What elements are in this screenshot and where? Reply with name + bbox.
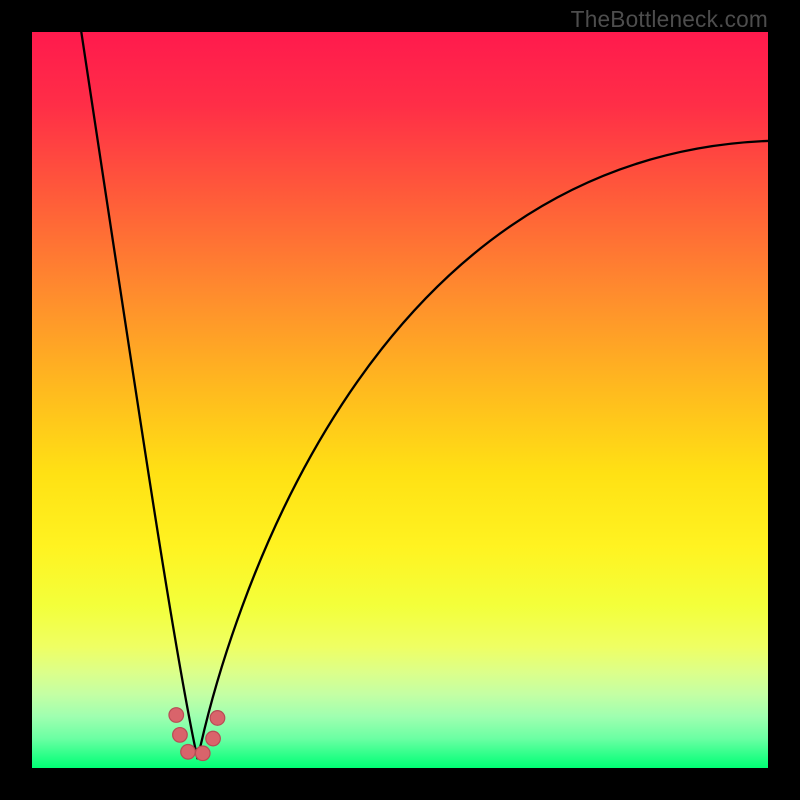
- bottleneck-curve: [32, 32, 768, 768]
- data-marker: [181, 745, 196, 760]
- data-marker: [173, 728, 188, 743]
- watermark-text: TheBottleneck.com: [571, 6, 768, 33]
- bottleneck-curve-path: [81, 32, 768, 759]
- data-marker: [195, 746, 210, 761]
- data-marker: [206, 731, 221, 746]
- data-marker: [210, 711, 225, 726]
- data-marker: [169, 708, 184, 723]
- plot-area: [32, 32, 768, 768]
- chart-root: TheBottleneck.com: [0, 0, 800, 800]
